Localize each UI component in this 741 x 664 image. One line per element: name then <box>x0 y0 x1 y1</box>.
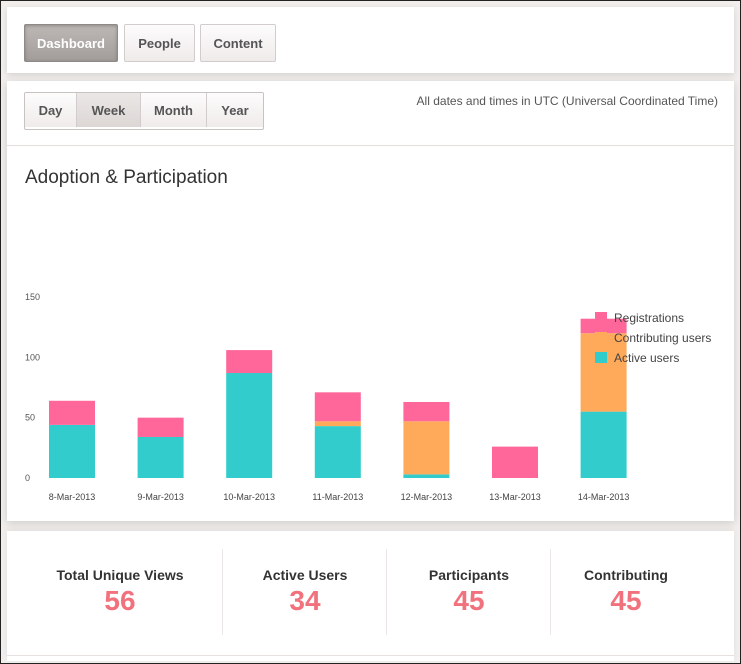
bar-segment <box>314 426 361 478</box>
period-month-button[interactable]: Month <box>141 93 207 127</box>
period-year-button[interactable]: Year <box>207 93 263 127</box>
y-tick-label: 100 <box>25 352 40 362</box>
stat-value: 45 <box>610 585 642 616</box>
top-nav-panel: Dashboard People Content <box>7 7 734 73</box>
stat-participants: Participants 45 <box>387 531 551 635</box>
stat-label: Total Unique Views <box>56 567 184 583</box>
tab-content[interactable]: Content <box>200 24 276 62</box>
stat-label: Contributing <box>584 567 668 583</box>
stat-separator <box>386 549 387 635</box>
stat-contributing: Contributing 45 <box>551 531 701 635</box>
y-tick-label: 50 <box>25 413 35 423</box>
stat-separator <box>222 549 223 635</box>
bar-segment <box>492 446 538 478</box>
stats-panel: Total Unique Views 56 Active Users 34 Pa… <box>7 531 734 661</box>
legend-swatch <box>595 312 607 323</box>
bar-segment <box>580 333 627 412</box>
stat-separator <box>550 549 551 635</box>
bar-segment <box>403 421 450 475</box>
legend-swatch <box>595 352 607 363</box>
stat-label: Participants <box>428 567 510 583</box>
stat-value: 34 <box>289 585 321 616</box>
bar-segment <box>580 318 627 334</box>
y-tick-label: 0 <box>25 473 30 483</box>
x-tick-label: 9-Mar-2013 <box>137 492 184 501</box>
chart-title: Adoption & Participation <box>25 167 228 188</box>
bar-segment <box>314 392 361 422</box>
tab-people[interactable]: People <box>124 24 195 62</box>
period-week-button[interactable]: Week <box>77 93 141 127</box>
adoption-participation-chart: 0 50 100 150 8-Mar-2013 9-Mar-2013 10-Mar-2013… <box>25 292 711 501</box>
legend-swatch <box>595 332 607 343</box>
bar-segment <box>137 417 184 437</box>
bar-segment <box>226 373 273 478</box>
x-tick-label: 14-Mar-2013 <box>578 492 630 501</box>
legend-label: Contributing users <box>614 331 711 345</box>
main-panel: Day Week Month Year All dates and times … <box>7 81 734 521</box>
x-tick-label: 11-Mar-2013 <box>312 492 363 501</box>
period-selector: Day Week Month Year <box>24 92 264 130</box>
bar-segment <box>403 474 450 478</box>
x-tick-label: 12-Mar-2013 <box>401 492 453 501</box>
y-tick-label: 150 <box>25 292 40 302</box>
x-tick-label: 8-Mar-2013 <box>49 492 96 501</box>
legend-label: Registrations <box>614 311 684 325</box>
stat-value: 56 <box>104 585 136 616</box>
timezone-note: All dates and times in UTC (Universal Co… <box>416 94 718 108</box>
x-tick-label: 13-Mar-2013 <box>489 492 541 501</box>
bottom-rule <box>7 655 734 656</box>
legend-label: Active users <box>614 351 679 365</box>
bar-segment <box>580 411 627 478</box>
tab-dashboard[interactable]: Dashboard <box>24 24 118 62</box>
divider <box>7 145 734 146</box>
bar-segment <box>49 400 95 425</box>
period-day-button[interactable]: Day <box>25 93 77 127</box>
x-tick-label: 10-Mar-2013 <box>223 492 275 501</box>
bar-segment <box>226 350 273 374</box>
bar-segment <box>314 421 361 427</box>
stat-value: 45 <box>453 585 485 616</box>
bar-segment <box>49 424 95 478</box>
stat-total-unique-views: Total Unique Views 56 <box>37 531 203 635</box>
bar-segment <box>403 401 450 422</box>
bar-segment <box>137 436 184 478</box>
stat-active-users: Active Users 34 <box>223 531 387 635</box>
stat-label: Active Users <box>262 567 348 583</box>
